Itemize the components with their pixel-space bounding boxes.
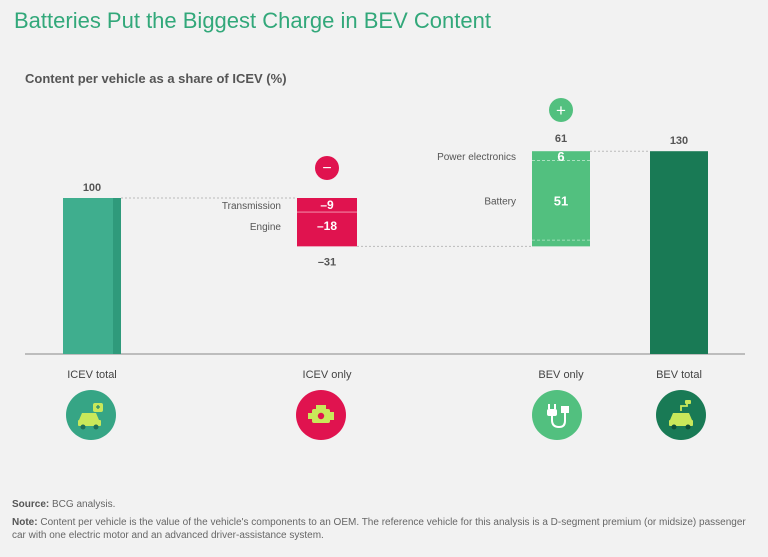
segment-name-label: Power electronics: [437, 152, 516, 163]
ev-plug-icon-graphic: [547, 404, 569, 429]
ev-plug-icon: [532, 390, 582, 440]
data-label: 100: [83, 182, 101, 194]
engine-icon: [296, 390, 346, 440]
segment-value-label: 51: [554, 193, 568, 208]
chart-title: Content per vehicle as a share of ICEV (…: [25, 71, 287, 86]
ev-car-icon-graphic: [669, 400, 693, 430]
category-label: BEV total: [656, 369, 702, 381]
icev-car-icon: [66, 390, 116, 440]
source-label: Source:: [12, 499, 50, 510]
category-label: ICEV only: [303, 369, 352, 381]
bar-icev-only: [297, 198, 357, 247]
segment-value-label: –18: [317, 219, 337, 233]
segment-value-label: 6: [557, 149, 564, 164]
data-label: 61: [555, 133, 567, 145]
segment-name-label: Battery: [484, 196, 516, 207]
segment-name-label: Engine: [250, 222, 282, 233]
minus-badge-icon: [315, 156, 339, 180]
segment-value-label: –9: [320, 198, 334, 212]
notes: Source: BCG analysis. Note: Content per …: [12, 498, 756, 547]
plus-badge-icon: [549, 98, 573, 122]
engine-icon-graphic: [308, 405, 334, 423]
icev-car-icon-graphic: [78, 403, 103, 430]
footnote: Note: Content per vehicle is the value o…: [12, 516, 756, 542]
waterfall-chart: ICEV total ICEV only BEV only BEV total 100 –…: [25, 98, 745, 381]
source-text: BCG analysis.: [49, 499, 116, 510]
bar-shade-icev-total: [113, 198, 121, 354]
note-label: Note:: [12, 517, 38, 528]
minus-badge-label: −: [322, 160, 331, 177]
page-title: Batteries Put the Biggest Charge in BEV …: [14, 8, 491, 33]
source-note: Source: BCG analysis.: [12, 498, 756, 511]
ev-car-icon: [656, 390, 706, 440]
segment-name-label: Transmission: [222, 201, 281, 212]
category-label: BEV only: [538, 369, 584, 381]
bar-icev-total: [63, 198, 121, 354]
plus-badge-label: +: [556, 101, 566, 120]
data-label: –31: [318, 256, 336, 268]
category-label: ICEV total: [67, 369, 117, 381]
data-label: 130: [670, 135, 688, 147]
bar-bev-only: [532, 151, 590, 247]
note-text: Content per vehicle is the value of the …: [12, 517, 746, 541]
bar-bev-total: [650, 151, 708, 354]
